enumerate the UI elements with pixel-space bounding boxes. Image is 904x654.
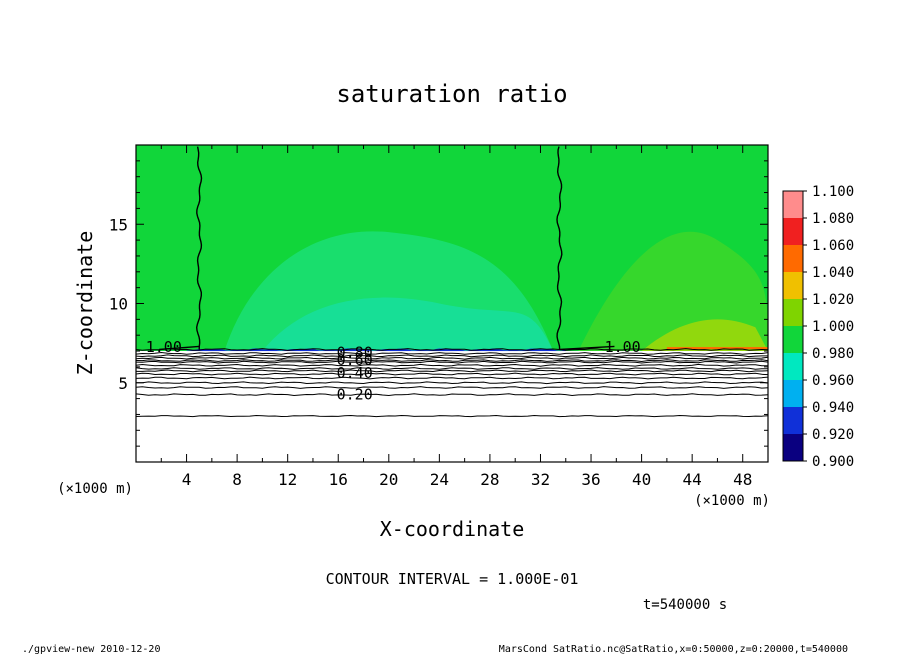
contour-line (135, 393, 769, 397)
y-axis-label: Z-coordinate (73, 231, 97, 376)
contour-lines: 1.00 0.800.600.40 0.20 1.00 (135, 146, 769, 418)
colorbar-label: 0.980 (812, 346, 854, 362)
x-tick-label: 20 (379, 470, 398, 489)
vertical-contour-base (559, 345, 615, 351)
colorbar-label: 0.920 (812, 427, 854, 443)
colorbar-label: 0.900 (812, 454, 854, 470)
colorbar-segment (783, 272, 803, 299)
contour-line (135, 359, 769, 363)
x-tick-label: 40 (632, 470, 651, 489)
y-tick-label: 5 (118, 374, 128, 393)
orange-streak (666, 347, 768, 350)
contour-line (136, 369, 769, 373)
colorbar-label: 0.960 (812, 373, 854, 389)
y-tick-label: 10 (109, 295, 128, 314)
colorbar-label: 0.940 (812, 400, 854, 416)
colorbar-segment (783, 245, 803, 272)
colorbar-segment (783, 299, 803, 326)
x-tick-label: 12 (278, 470, 297, 489)
x-tick-label: 16 (329, 470, 348, 489)
chart-title: saturation ratio (336, 80, 567, 108)
contour-label: 0.20 (337, 386, 373, 404)
x-unit-left: (×1000 m) (57, 481, 133, 497)
x-unit-right: (×1000 m) (694, 493, 770, 509)
contour-interval-text: CONTOUR INTERVAL = 1.000E-01 (326, 570, 579, 588)
contour-line (135, 356, 769, 360)
x-tick-label: 48 (733, 470, 752, 489)
colorbar-segment (783, 218, 803, 245)
colorbar-label: 1.000 (812, 319, 854, 335)
contour-line (135, 360, 769, 364)
colorbar-segment (783, 407, 803, 434)
contour-line (136, 381, 769, 385)
plot-area (136, 145, 768, 462)
contour-line (135, 367, 769, 370)
contour-label: 1.00 (605, 338, 641, 356)
colorbar-label: 1.100 (812, 184, 854, 200)
contour-line (135, 414, 769, 418)
footer-right: MarsCond_SatRatio.nc@SatRatio,x=0:50000,… (499, 644, 848, 654)
x-axis-label: X-coordinate (380, 517, 525, 541)
colorbar-segment (783, 353, 803, 380)
colorbar-label: 1.080 (812, 211, 854, 227)
x-tick-label: 36 (581, 470, 600, 489)
contour-line (135, 363, 769, 367)
contour-line (135, 348, 769, 351)
x-tick-label: 28 (480, 470, 499, 489)
contour-line (135, 372, 769, 376)
vertical-contour (195, 146, 203, 350)
cyan-patch (262, 297, 554, 352)
colorbar: 0.900 0.920 0.940 0.960 0.980 1.000 1.020 1.040… (782, 184, 854, 470)
x-tick-label: 24 (430, 470, 449, 489)
y-tick-label: 15 (109, 215, 128, 234)
vertical-contour-base (159, 345, 200, 351)
contour-label: 0.40 (337, 364, 373, 382)
footer-left: ./gpview-new 2010-12-20 (22, 644, 160, 654)
colorbar-label: 1.040 (812, 265, 854, 281)
colorbar-label: 1.020 (812, 292, 854, 308)
contour-line (135, 354, 768, 358)
lower-fill (136, 351, 768, 462)
colorbar-segment (783, 380, 803, 407)
x-tick-label: 44 (683, 470, 702, 489)
contour-label: 0.80 (337, 344, 373, 362)
x-tick-label: 4 (182, 470, 192, 489)
yellow-patch (641, 319, 768, 352)
time-text: t=540000 s (643, 597, 727, 613)
colorbar-segment (783, 434, 803, 461)
colorbar-segment (783, 191, 803, 218)
colorbar-segment (783, 326, 803, 353)
contour-line (135, 376, 769, 380)
contour-label: 1.00 (146, 338, 182, 356)
x-tick-label: 8 (232, 470, 242, 489)
x-tick-label: 32 (531, 470, 550, 489)
contour-line (135, 386, 769, 389)
colorbar-label: 1.060 (812, 238, 854, 254)
contour-label: 0.60 (337, 351, 373, 369)
vertical-contour (556, 146, 563, 350)
contour-line (135, 351, 769, 355)
